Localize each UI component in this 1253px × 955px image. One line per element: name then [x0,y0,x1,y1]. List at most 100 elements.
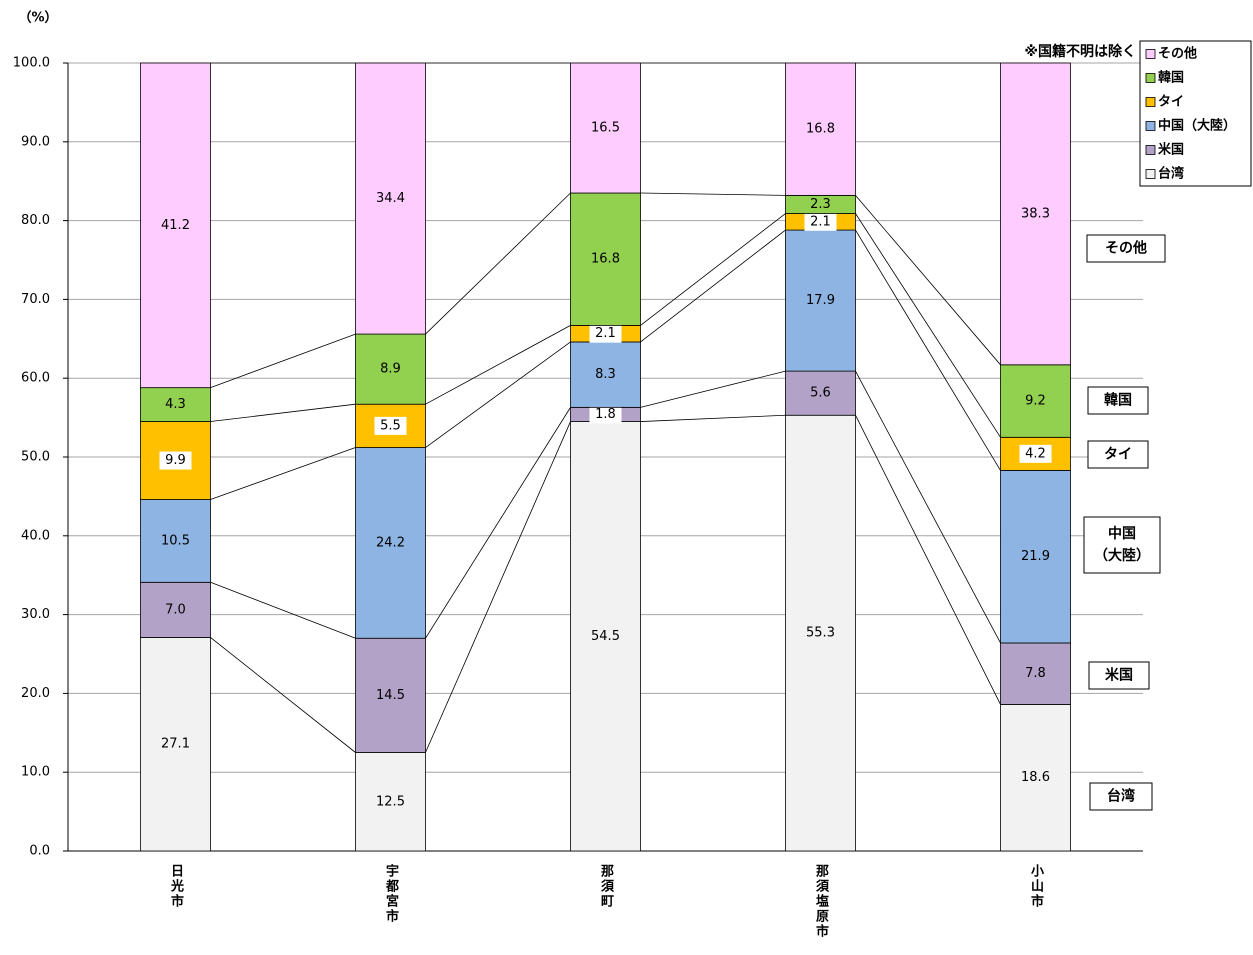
legend-swatch [1145,97,1156,107]
legend-label: 韓国 [1158,70,1184,86]
y-tick-label: 60.0 [21,371,50,386]
legend-label: 台湾 [1158,166,1184,182]
connector [640,213,786,326]
side-label: 米国 [1105,667,1133,684]
data-label: 38.3 [1021,206,1050,221]
bar-segment [140,62,211,389]
data-label: 7.0 [165,602,186,617]
side-label: その他 [1105,240,1147,257]
legend-swatch [1145,169,1156,179]
label-box [374,416,407,435]
data-label: 5.6 [810,386,831,401]
data-label: 4.3 [165,397,186,412]
data-label: 55.3 [806,626,835,641]
legend-swatch [1145,145,1156,155]
label-box [589,405,622,424]
legend-label: その他 [1158,46,1197,62]
note: ※国籍不明は除く [1024,43,1136,60]
connector [855,370,1001,644]
data-label: 1.8 [595,407,616,422]
y-unit-label: （%） [18,10,57,26]
legend-label: 中国（大陸） [1158,118,1236,134]
bar-segment [785,62,856,196]
connector [210,403,356,422]
side-label-box [1086,234,1166,263]
data-label: 16.5 [591,121,620,136]
bar-segment [570,421,641,852]
data-label: 24.2 [376,535,405,550]
side-label: 中国 [1108,525,1136,542]
data-label: 2.3 [810,197,831,212]
data-label: 7.8 [1025,666,1046,681]
side-label: 台湾 [1107,788,1135,805]
bar-segment [355,752,426,852]
connector [425,407,571,639]
x-tick-label: 日光市 [168,864,185,909]
y-tick-label: 0.0 [29,844,50,859]
connector [210,447,356,500]
label-box [804,212,837,231]
data-label: 8.9 [380,362,401,377]
y-tick-label: 100.0 [13,56,50,71]
data-label: 2.1 [595,326,616,341]
y-tick-label: 70.0 [21,292,50,307]
bar-segment [355,447,426,639]
connector [855,229,1001,471]
legend-swatch [1145,49,1156,59]
side-label-box [1087,440,1149,469]
bar-segment [1000,62,1071,366]
legend-swatch [1145,73,1156,83]
data-label: 4.2 [1025,446,1046,461]
side-label: タイ [1104,447,1132,463]
bar-segment [785,414,856,852]
data-label: 41.2 [161,218,190,233]
data-label: 2.1 [810,214,831,229]
connector [210,333,356,389]
y-tick-label: 10.0 [21,765,50,780]
bar-segment [785,370,856,416]
data-label: 54.5 [591,629,620,644]
connector [425,192,571,335]
data-label: 17.9 [806,293,835,308]
connector [210,637,356,753]
y-tick-label: 30.0 [21,607,50,622]
label-box [1019,444,1052,463]
connector [425,325,571,405]
side-label-box [1087,386,1149,415]
label-box [589,324,622,343]
connector [855,195,1001,366]
legend-box [1139,40,1252,187]
connector [855,213,1001,438]
bar-segment [355,637,426,753]
y-tick-label: 40.0 [21,528,50,543]
data-label: 9.9 [165,453,186,468]
bar-segment [140,637,211,852]
bar-segment [1000,642,1071,705]
side-label-box [1088,661,1150,690]
connector [640,229,786,343]
connector [425,421,571,753]
bar-segment [355,62,426,335]
data-label: 27.1 [161,737,190,752]
x-tick-label: 宇都宮市 [383,863,400,924]
bar-segment [785,229,856,372]
side-label: （大陸） [1094,547,1150,564]
label-box [159,451,192,470]
data-label: 10.5 [161,533,190,548]
connector [210,581,356,639]
data-label: 12.5 [376,794,405,809]
data-label: 8.3 [595,367,616,382]
y-tick-label: 80.0 [21,213,50,228]
data-label: 14.5 [376,688,405,703]
x-tick-label: 那須町 [598,864,615,909]
data-label: 16.8 [806,122,835,137]
x-tick-label: 小山市 [1028,864,1044,909]
data-label: 34.4 [376,191,405,206]
y-tick-label: 90.0 [21,134,50,149]
data-label: 21.9 [1021,549,1050,564]
legend-label: タイ [1158,95,1184,110]
data-label: 18.6 [1021,770,1050,785]
connector [425,341,571,448]
x-tick-label: 那須塩原市 [813,864,830,939]
